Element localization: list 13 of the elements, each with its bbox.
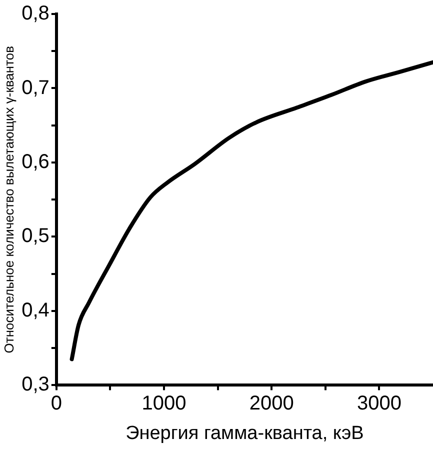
y-tick-label: 0,7 [22, 76, 50, 99]
line-series [70, 60, 433, 362]
y-tick-label: 0,8 [22, 2, 50, 25]
y-tick-label: 0,6 [22, 150, 50, 173]
y-axis-title: Относительное количество вылетающих γ-квантов [1, 46, 16, 354]
x-tick-label: 1000 [142, 392, 186, 415]
x-axis-title: Энергия гамма-кванта, кэВ [126, 422, 364, 444]
y-tick-label: 0,3 [22, 374, 50, 396]
x-tick-label: 2000 [249, 392, 294, 415]
y-tick-label: 0,5 [22, 225, 50, 248]
x-tick-label: 0 [50, 392, 62, 415]
y-tick-label: 0,4 [22, 299, 50, 322]
x-tick-label: 3000 [356, 392, 402, 415]
